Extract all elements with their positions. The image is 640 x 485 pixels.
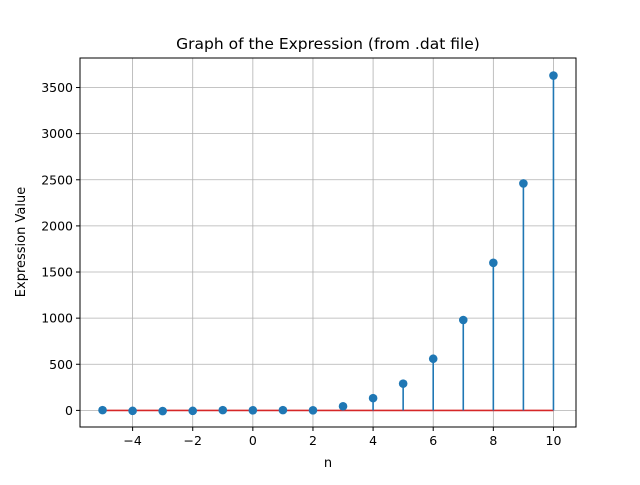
grid-layer [80, 58, 576, 427]
x-axis: −4 −2 0 2 4 6 8 10 [123, 427, 561, 448]
stem-marker [278, 405, 288, 415]
y-tick-label: 2500 [41, 172, 73, 187]
stem-marker [549, 71, 558, 80]
y-tick-label: 0 [65, 403, 73, 418]
x-tick-label: 4 [369, 433, 377, 448]
stem-marker [188, 406, 198, 416]
stem-marker [338, 401, 348, 411]
y-tick-label: 2000 [41, 218, 73, 233]
stem-marker [458, 315, 468, 325]
stem-marker [308, 406, 318, 415]
x-tick-label: −4 [123, 433, 141, 448]
y-axis-label: Expression Value [14, 187, 29, 297]
y-tick-label: 1000 [41, 311, 73, 326]
x-tick-label: 0 [249, 433, 257, 448]
x-tick-label: 10 [546, 433, 562, 448]
chart-title: Graph of the Expression (from .dat file) [176, 35, 480, 53]
y-tick-label: 500 [49, 357, 73, 372]
y-axis: 0 500 1000 1500 2000 2500 3000 3500 [41, 80, 80, 418]
stem-marker [368, 393, 378, 403]
stem-marker [398, 379, 408, 388]
markers-layer [98, 71, 558, 416]
x-tick-label: 8 [489, 433, 497, 448]
y-tick-label: 3000 [41, 126, 73, 141]
x-tick-label: 2 [309, 433, 317, 448]
stems-layer [101, 75, 555, 412]
stem-marker [218, 405, 228, 415]
x-tick-label: 6 [429, 433, 437, 448]
stem-marker [248, 406, 258, 415]
stem-marker [489, 258, 498, 268]
stem-marker [519, 179, 528, 188]
y-tick-label: 3500 [41, 80, 73, 95]
x-tick-label: −2 [184, 433, 202, 448]
stem-marker [98, 405, 107, 415]
x-axis-label: n [324, 456, 332, 471]
stem-marker [128, 406, 137, 416]
stem-marker [428, 354, 438, 364]
plot-frame [79, 57, 577, 428]
y-tick-label: 1500 [41, 265, 73, 280]
stem-marker [158, 406, 167, 416]
